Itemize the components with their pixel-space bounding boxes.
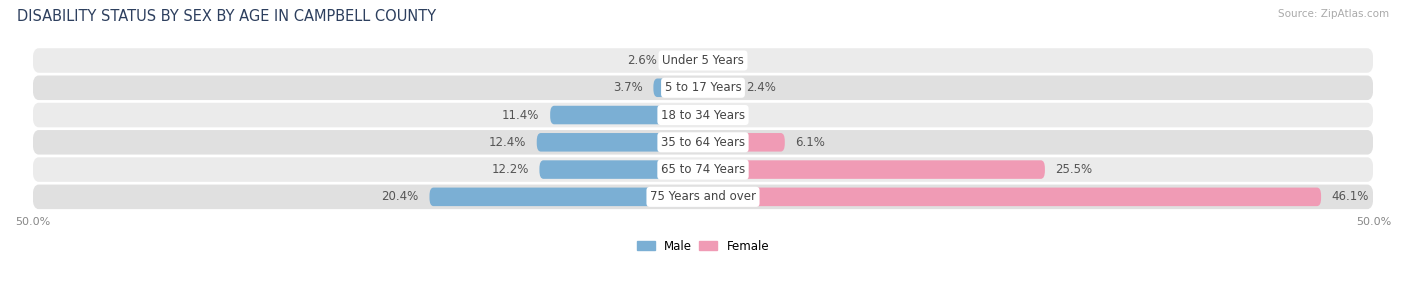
Text: 3.7%: 3.7% bbox=[613, 81, 643, 94]
Text: 46.1%: 46.1% bbox=[1331, 190, 1369, 203]
Text: 65 to 74 Years: 65 to 74 Years bbox=[661, 163, 745, 176]
Text: 2.4%: 2.4% bbox=[747, 81, 776, 94]
FancyBboxPatch shape bbox=[537, 133, 703, 152]
Text: 5 to 17 Years: 5 to 17 Years bbox=[665, 81, 741, 94]
Text: 75 Years and over: 75 Years and over bbox=[650, 190, 756, 203]
FancyBboxPatch shape bbox=[32, 130, 1374, 155]
FancyBboxPatch shape bbox=[703, 188, 1322, 206]
Text: 12.4%: 12.4% bbox=[489, 136, 526, 149]
FancyBboxPatch shape bbox=[32, 103, 1374, 127]
Text: DISABILITY STATUS BY SEX BY AGE IN CAMPBELL COUNTY: DISABILITY STATUS BY SEX BY AGE IN CAMPB… bbox=[17, 9, 436, 24]
Legend: Male, Female: Male, Female bbox=[637, 239, 769, 253]
FancyBboxPatch shape bbox=[32, 185, 1374, 209]
Text: 2.6%: 2.6% bbox=[627, 54, 658, 67]
FancyBboxPatch shape bbox=[550, 106, 703, 124]
FancyBboxPatch shape bbox=[32, 157, 1374, 182]
Text: 11.4%: 11.4% bbox=[502, 109, 540, 121]
Text: 18 to 34 Years: 18 to 34 Years bbox=[661, 109, 745, 121]
Text: 0.0%: 0.0% bbox=[714, 109, 744, 121]
FancyBboxPatch shape bbox=[703, 78, 735, 97]
Text: 0.0%: 0.0% bbox=[714, 54, 744, 67]
Text: 20.4%: 20.4% bbox=[381, 190, 419, 203]
FancyBboxPatch shape bbox=[654, 78, 703, 97]
FancyBboxPatch shape bbox=[32, 48, 1374, 73]
Text: Source: ZipAtlas.com: Source: ZipAtlas.com bbox=[1278, 9, 1389, 19]
Text: Under 5 Years: Under 5 Years bbox=[662, 54, 744, 67]
FancyBboxPatch shape bbox=[32, 76, 1374, 100]
FancyBboxPatch shape bbox=[668, 51, 703, 70]
FancyBboxPatch shape bbox=[429, 188, 703, 206]
Text: 12.2%: 12.2% bbox=[491, 163, 529, 176]
Text: 35 to 64 Years: 35 to 64 Years bbox=[661, 136, 745, 149]
Text: 6.1%: 6.1% bbox=[796, 136, 825, 149]
FancyBboxPatch shape bbox=[703, 133, 785, 152]
Text: 25.5%: 25.5% bbox=[1056, 163, 1092, 176]
FancyBboxPatch shape bbox=[703, 160, 1045, 179]
FancyBboxPatch shape bbox=[540, 160, 703, 179]
